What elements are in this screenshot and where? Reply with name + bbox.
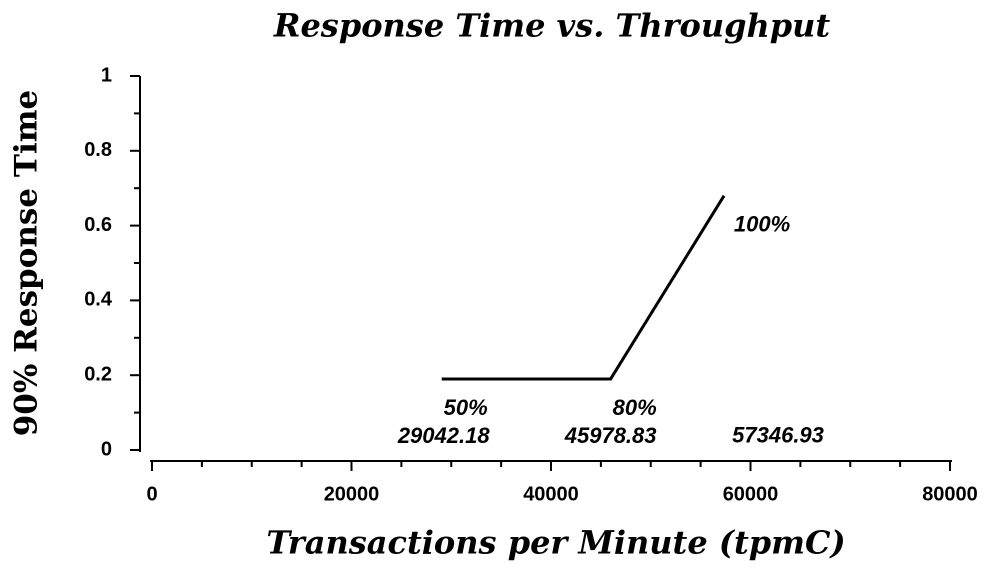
x-value-label: 45978.83 <box>564 423 657 448</box>
chart-title: Response Time vs. Throughput <box>273 7 831 45</box>
y-tick-label: 0.6 <box>84 214 112 236</box>
x-value-label: 29042.18 <box>397 423 491 448</box>
y-tick-label: 0.2 <box>84 363 112 385</box>
data-line <box>441 194 726 381</box>
point-label: 80% <box>613 395 657 420</box>
point-label: 50% <box>444 395 488 420</box>
x-value-label: 57346.93 <box>732 422 824 447</box>
y-tick-label: 0.4 <box>84 289 113 311</box>
y-tick-label: 0 <box>101 438 112 460</box>
x-tick-label: 40000 <box>523 483 579 505</box>
point-label: 100% <box>734 211 790 236</box>
x-tick-label: 0 <box>146 483 157 505</box>
x-tick-label: 60000 <box>723 483 779 505</box>
x-axis-title: Transactions per Minute (tpmC) <box>266 524 845 562</box>
y-tick-label: 1 <box>101 64 112 86</box>
x-tick-label: 20000 <box>324 483 380 505</box>
x-tick-label: 80000 <box>922 483 978 505</box>
y-tick-label: 0.8 <box>84 139 112 161</box>
y-axis-title: 90% Response Time <box>9 90 45 437</box>
